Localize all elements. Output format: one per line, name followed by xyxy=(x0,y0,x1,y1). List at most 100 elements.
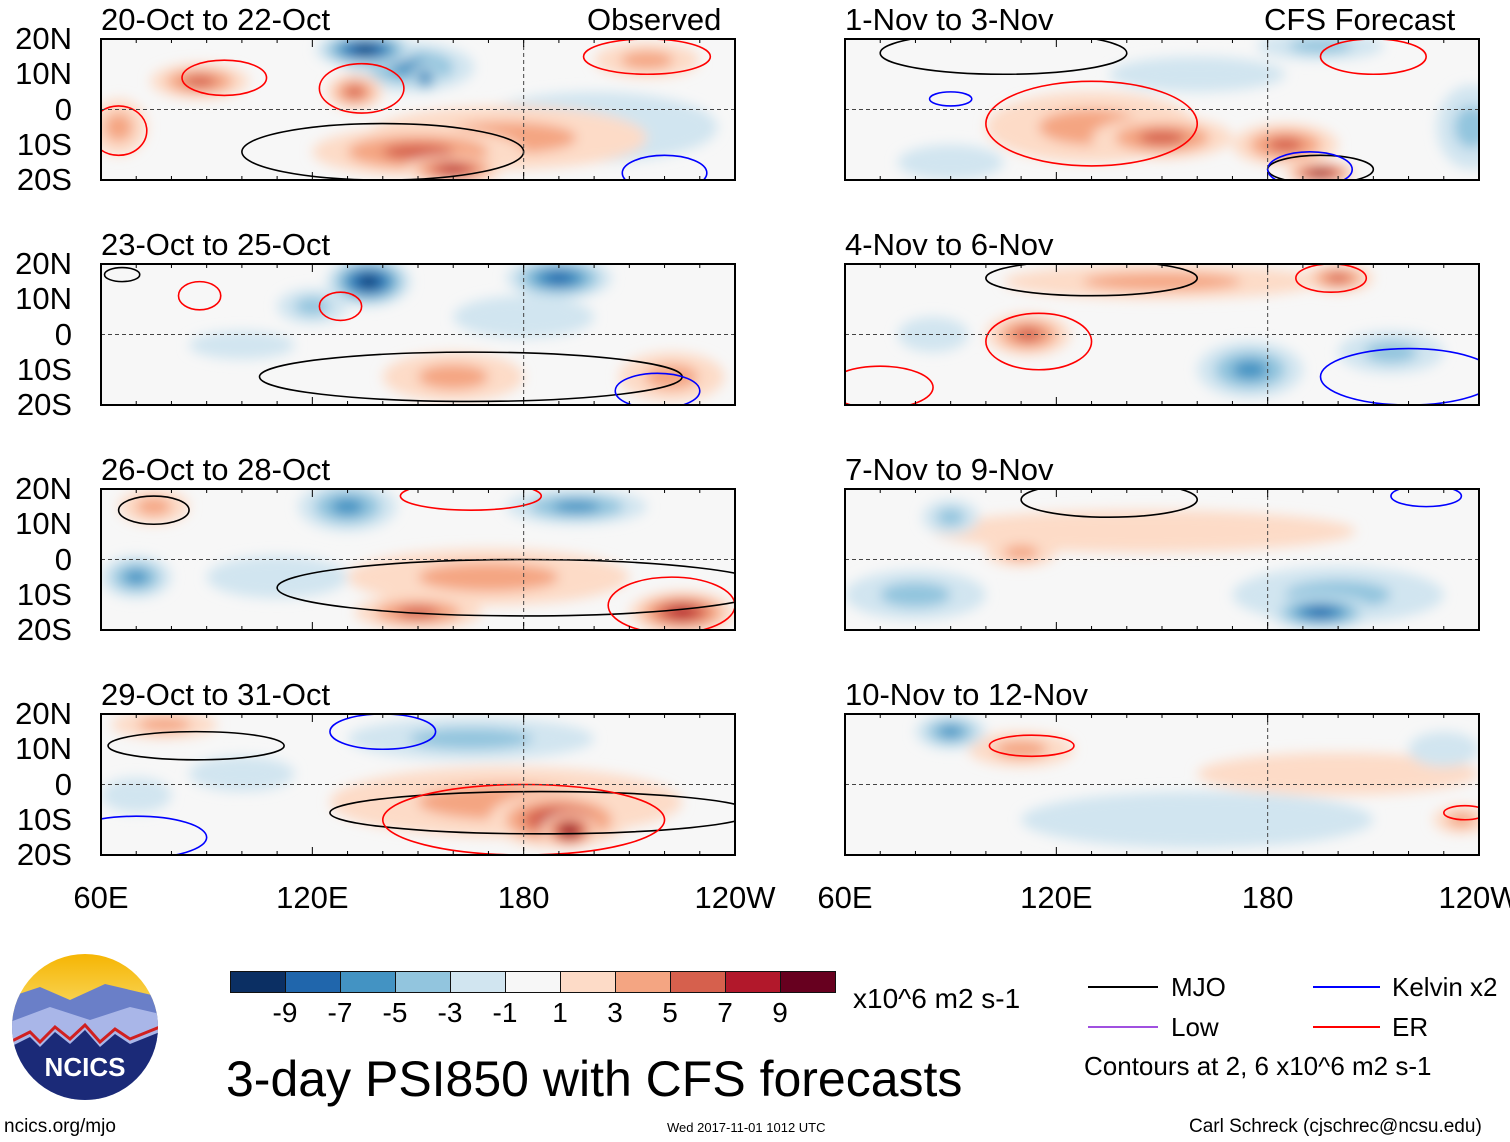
colorbar-swatch xyxy=(780,971,836,993)
wave-contour xyxy=(107,730,285,761)
colorbar-swatch xyxy=(395,971,451,993)
colorbar-tick-label: -3 xyxy=(437,997,463,1028)
anomaly-region xyxy=(1138,130,1186,145)
anomaly-region xyxy=(1232,360,1268,380)
anomaly-region xyxy=(1109,56,1286,92)
anomaly-region xyxy=(183,75,217,88)
anomaly-region xyxy=(101,777,172,813)
lat-tick-label: 10N xyxy=(15,281,72,317)
wave-contour xyxy=(177,280,222,311)
wave-contour xyxy=(318,291,363,322)
forecast-label: CFS Forecast xyxy=(1264,2,1456,37)
lat-tick-label: 20S xyxy=(16,837,72,872)
panel-title: 4-Nov to 6-Nov xyxy=(845,227,1054,262)
legend-er: ER xyxy=(1392,1012,1429,1042)
anomaly-region xyxy=(382,143,454,161)
contours-note: Contours at 2, 6 x10^6 m2 s-1 xyxy=(1084,1051,1432,1081)
anomaly-region xyxy=(553,500,600,513)
anomaly-region xyxy=(897,144,1004,180)
lat-tick-label: 20S xyxy=(16,612,72,647)
lat-tick-label: 20N xyxy=(15,471,72,506)
wave-contour xyxy=(101,105,148,157)
panel-title: 10-Nov to 12-Nov xyxy=(845,677,1088,712)
anomaly-region xyxy=(1082,272,1242,291)
lat-tick-label: 10S xyxy=(16,576,72,612)
wave-contour xyxy=(845,365,934,405)
footer-url[interactable]: ncics.org/mjo xyxy=(4,1116,116,1137)
anomaly-region xyxy=(189,756,295,792)
panel-title: 7-Nov to 9-Nov xyxy=(845,452,1054,487)
anomaly-region xyxy=(1364,341,1418,363)
colorbar-tick-label: -1 xyxy=(492,997,518,1028)
anomaly-region xyxy=(421,74,429,82)
wave-contour xyxy=(181,59,268,97)
lat-tick-label: 0 xyxy=(54,766,72,802)
colorbar-tick-label: -9 xyxy=(272,997,298,1028)
lat-tick-label: 20N xyxy=(15,696,72,731)
colorbar-swatch xyxy=(340,971,396,993)
anomaly-region xyxy=(620,51,674,69)
map-panel xyxy=(100,488,736,631)
anomaly-region xyxy=(1408,731,1479,767)
lon-tick-label: 180 xyxy=(497,880,550,915)
anomaly-region xyxy=(396,606,440,619)
panel-title: 23-Oct to 25-Oct xyxy=(101,227,331,262)
colorbar-swatch xyxy=(615,971,671,993)
colorbar-swatch xyxy=(505,971,561,993)
colorbar-tick-label: -5 xyxy=(382,997,408,1028)
panel-title: 20-Oct to 22-Oct xyxy=(101,2,331,37)
figure-title: 3-day PSI850 with CFS forecasts xyxy=(226,1051,963,1107)
colorbar-swatch xyxy=(670,971,726,993)
wave-contour xyxy=(101,815,208,855)
wave-contour xyxy=(928,91,973,107)
anomaly-region xyxy=(418,364,489,390)
wave-contour xyxy=(1020,489,1198,518)
anomaly-region xyxy=(938,725,963,738)
anomaly-region xyxy=(440,165,466,173)
anomaly-region xyxy=(104,113,133,142)
lat-tick-label: 10N xyxy=(15,506,72,542)
anomaly-region xyxy=(1003,545,1039,560)
map-panel xyxy=(844,263,1480,406)
anomaly-region xyxy=(994,740,1048,759)
anomaly-region xyxy=(124,570,148,585)
lat-tick-label: 10S xyxy=(16,351,72,387)
lon-tick-label: 120E xyxy=(1020,880,1093,915)
colorbar-tick-label: -7 xyxy=(327,997,353,1028)
colorbar-tick-label: 9 xyxy=(772,997,788,1028)
map-panel xyxy=(100,713,736,856)
footer-timestamp: Wed 2017-11-01 1012 UTC xyxy=(667,1120,826,1135)
anomaly-region xyxy=(206,555,348,599)
colorbar-swatch xyxy=(285,971,341,993)
wave-contour xyxy=(1266,151,1353,180)
legend-lines xyxy=(1088,986,1380,1028)
anomaly-region xyxy=(409,728,533,750)
lat-tick-label: 10S xyxy=(16,126,72,162)
wave-contour xyxy=(329,790,735,835)
colorbar-swatch xyxy=(450,971,506,993)
wave-contour xyxy=(103,266,141,283)
colorbar-tick-label: 5 xyxy=(662,997,678,1028)
wave-contour xyxy=(399,489,543,511)
colorbar-swatch xyxy=(560,971,616,993)
anomaly-region xyxy=(137,717,191,732)
lat-tick-label: 10S xyxy=(16,801,72,837)
lat-tick-label: 20S xyxy=(16,162,72,197)
lat-tick-label: 10N xyxy=(15,731,72,767)
wave-contour xyxy=(318,62,405,114)
map-panel xyxy=(100,263,736,406)
anomaly-region xyxy=(645,364,699,390)
anomaly-region xyxy=(418,563,559,592)
anomaly-region xyxy=(936,508,965,527)
wave-contour xyxy=(1390,489,1463,508)
wave-contour xyxy=(117,495,190,526)
wave-contour xyxy=(614,372,701,405)
lon-tick-label: 60E xyxy=(817,880,873,915)
map-panel xyxy=(844,713,1480,856)
observed-label: Observed xyxy=(587,2,722,37)
anomaly-region xyxy=(189,330,295,360)
map-panel xyxy=(844,38,1480,181)
lon-tick-label: 120W xyxy=(694,880,776,915)
panel-title: 26-Oct to 28-Oct xyxy=(101,452,331,487)
